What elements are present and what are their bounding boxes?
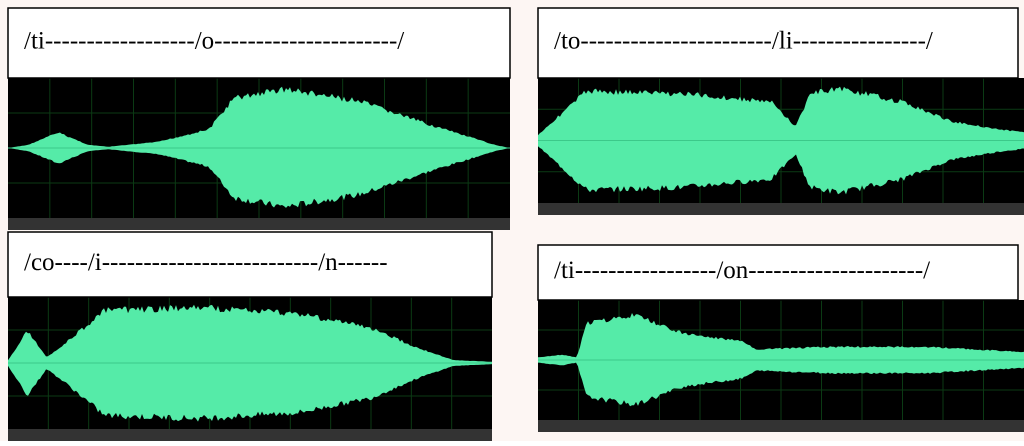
waveform (8, 86, 510, 208)
time-axis (8, 218, 510, 230)
phoneme-label: /to-----------------------/li-----------… (554, 28, 933, 55)
label-box (7, 7, 511, 79)
time-axis (538, 420, 1024, 432)
phoneme-label: /ti------------------/o-----------------… (24, 28, 404, 55)
label-box (537, 244, 1019, 301)
phoneme-label: /ti-----------------/on-----------------… (554, 257, 930, 284)
label-box (537, 7, 1019, 79)
phoneme-label: /co----/i--------------------------/n---… (24, 249, 388, 276)
time-axis (8, 429, 492, 441)
time-axis (538, 203, 1024, 215)
label-box (7, 231, 493, 298)
